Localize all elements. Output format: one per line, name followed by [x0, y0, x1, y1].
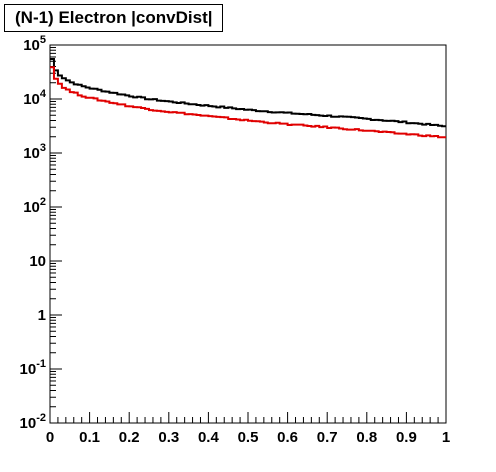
x-tick-label: 0.3	[158, 429, 179, 446]
chart-title-text: (N-1) Electron |convDist|	[15, 8, 213, 27]
x-tick-label: 0.5	[238, 429, 259, 446]
series-line-0	[50, 58, 446, 128]
y-tick-label: 1	[38, 307, 46, 324]
y-axis: 10-2 10-1 1 10 102 103 104 105	[20, 34, 62, 432]
y-tick-label: 10-1	[20, 358, 46, 378]
x-tick-label: 0.6	[277, 429, 298, 446]
plot-frame	[49, 44, 447, 424]
y-tick-label: 10-2	[20, 412, 46, 432]
y-tick-label: 105	[23, 34, 46, 54]
y-tick-label: 103	[23, 142, 46, 162]
x-tick-label: 0.1	[79, 429, 100, 446]
y-tick-label: 102	[23, 196, 46, 216]
y-tick-label: 10	[29, 253, 46, 270]
x-tick-label: 0.7	[317, 429, 338, 446]
series-line-1	[50, 66, 446, 139]
chart-title: (N-1) Electron |convDist|	[4, 4, 224, 32]
x-tick-label: 0.4	[198, 429, 220, 446]
x-tick-label: 0.2	[119, 429, 140, 446]
x-axis: 0 0.1 0.2 0.3 0.4 0.5 0.6 0.7 0.8 0.9 1	[46, 412, 450, 446]
x-tick-label: 1	[442, 429, 450, 446]
series-layer	[50, 58, 446, 139]
x-tick-label: 0	[46, 429, 54, 446]
y-tick-label: 104	[23, 88, 47, 108]
x-tick-label: 0.8	[356, 429, 377, 446]
x-tick-label: 0.9	[396, 429, 417, 446]
